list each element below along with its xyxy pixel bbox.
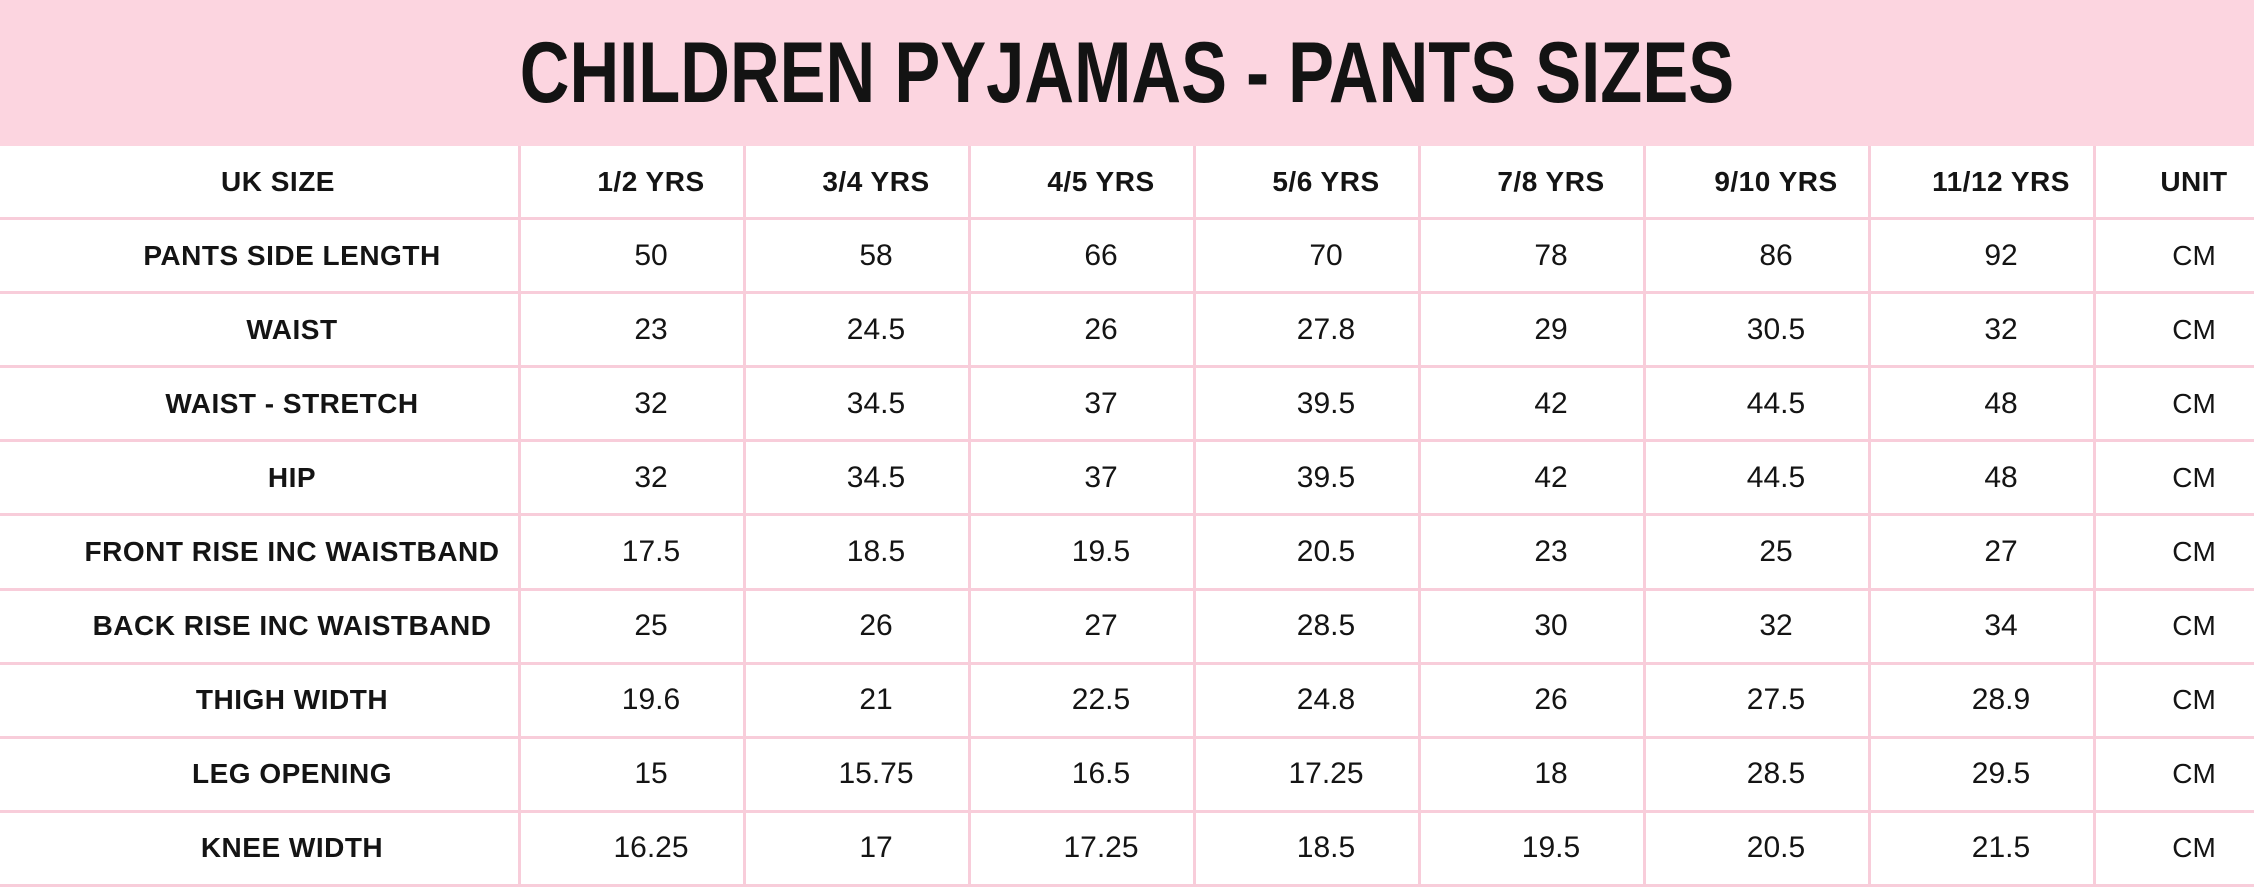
column-header: 5/6 YRS	[1196, 146, 1418, 218]
value-cell: 44.5	[1646, 368, 1868, 440]
row-label: BACK RISE INC WAISTBAND	[0, 590, 518, 662]
value-cell: 16.25	[521, 812, 743, 884]
column-header: UNIT	[2096, 146, 2254, 218]
value-cell: 34.5	[746, 368, 968, 440]
value-cell: 23	[521, 294, 743, 366]
value-cell: 18.5	[746, 516, 968, 588]
column-header: 9/10 YRS	[1646, 146, 1868, 218]
value-cell: 17	[746, 812, 968, 884]
size-table: UK SIZE 1/2 YRS 3/4 YRS 4/5 YRS 5/6 YRS 7/8 Y…	[0, 146, 2254, 887]
column-header: 11/12 YRS	[1871, 146, 2093, 218]
row-label: KNEE WIDTH	[0, 812, 518, 884]
row-label: HIP	[0, 442, 518, 514]
value-cell: 25	[1646, 516, 1868, 588]
value-cell: 34.5	[746, 442, 968, 514]
value-cell: 48	[1871, 442, 2093, 514]
unit-cell: CM	[2096, 294, 2254, 366]
value-cell: 27.8	[1196, 294, 1418, 366]
value-cell: 78	[1421, 220, 1643, 292]
value-cell: 70	[1196, 220, 1418, 292]
row-label: PANTS SIDE LENGTH	[0, 220, 518, 292]
unit-cell: CM	[2096, 368, 2254, 440]
value-cell: 37	[971, 368, 1193, 440]
title-band: CHILDREN PYJAMAS - PANTS SIZES	[0, 0, 2254, 146]
column-header: 7/8 YRS	[1421, 146, 1643, 218]
value-cell: 26	[746, 590, 968, 662]
value-cell: 28.5	[1646, 738, 1868, 810]
value-cell: 21.5	[1871, 812, 2093, 884]
unit-cell: CM	[2096, 516, 2254, 588]
value-cell: 22.5	[971, 664, 1193, 736]
value-cell: 58	[746, 220, 968, 292]
row-label: WAIST	[0, 294, 518, 366]
row-label: THIGH WIDTH	[0, 664, 518, 736]
page-title: CHILDREN PYJAMAS - PANTS SIZES	[519, 24, 1735, 121]
value-cell: 39.5	[1196, 368, 1418, 440]
value-cell: 18	[1421, 738, 1643, 810]
row-label: FRONT RISE INC WAISTBAND	[0, 516, 518, 588]
value-cell: 30	[1421, 590, 1643, 662]
value-cell: 30.5	[1646, 294, 1868, 366]
row-label: LEG OPENING	[0, 738, 518, 810]
row-label: WAIST - STRETCH	[0, 368, 518, 440]
value-cell: 17.5	[521, 516, 743, 588]
value-cell: 32	[521, 368, 743, 440]
value-cell: 92	[1871, 220, 2093, 292]
value-cell: 50	[521, 220, 743, 292]
value-cell: 28.9	[1871, 664, 2093, 736]
value-cell: 20.5	[1196, 516, 1418, 588]
value-cell: 86	[1646, 220, 1868, 292]
value-cell: 32	[1871, 294, 2093, 366]
value-cell: 18.5	[1196, 812, 1418, 884]
value-cell: 32	[521, 442, 743, 514]
unit-cell: CM	[2096, 812, 2254, 884]
value-cell: 24.8	[1196, 664, 1418, 736]
column-header: 1/2 YRS	[521, 146, 743, 218]
unit-cell: CM	[2096, 590, 2254, 662]
value-cell: 16.5	[971, 738, 1193, 810]
value-cell: 26	[971, 294, 1193, 366]
value-cell: 28.5	[1196, 590, 1418, 662]
value-cell: 23	[1421, 516, 1643, 588]
value-cell: 32	[1646, 590, 1868, 662]
value-cell: 66	[971, 220, 1193, 292]
value-cell: 39.5	[1196, 442, 1418, 514]
value-cell: 25	[521, 590, 743, 662]
value-cell: 19.5	[1421, 812, 1643, 884]
unit-cell: CM	[2096, 738, 2254, 810]
value-cell: 19.6	[521, 664, 743, 736]
value-cell: 42	[1421, 368, 1643, 440]
unit-cell: CM	[2096, 664, 2254, 736]
value-cell: 17.25	[1196, 738, 1418, 810]
value-cell: 27.5	[1646, 664, 1868, 736]
unit-cell: CM	[2096, 220, 2254, 292]
value-cell: 17.25	[971, 812, 1193, 884]
value-cell: 27	[971, 590, 1193, 662]
value-cell: 44.5	[1646, 442, 1868, 514]
value-cell: 21	[746, 664, 968, 736]
value-cell: 20.5	[1646, 812, 1868, 884]
value-cell: 15	[521, 738, 743, 810]
value-cell: 29	[1421, 294, 1643, 366]
value-cell: 19.5	[971, 516, 1193, 588]
value-cell: 48	[1871, 368, 2093, 440]
column-header: 4/5 YRS	[971, 146, 1193, 218]
value-cell: 34	[1871, 590, 2093, 662]
value-cell: 29.5	[1871, 738, 2093, 810]
column-header: 3/4 YRS	[746, 146, 968, 218]
value-cell: 26	[1421, 664, 1643, 736]
value-cell: 15.75	[746, 738, 968, 810]
value-cell: 37	[971, 442, 1193, 514]
value-cell: 42	[1421, 442, 1643, 514]
column-header: UK SIZE	[0, 146, 518, 218]
unit-cell: CM	[2096, 442, 2254, 514]
value-cell: 27	[1871, 516, 2093, 588]
value-cell: 24.5	[746, 294, 968, 366]
